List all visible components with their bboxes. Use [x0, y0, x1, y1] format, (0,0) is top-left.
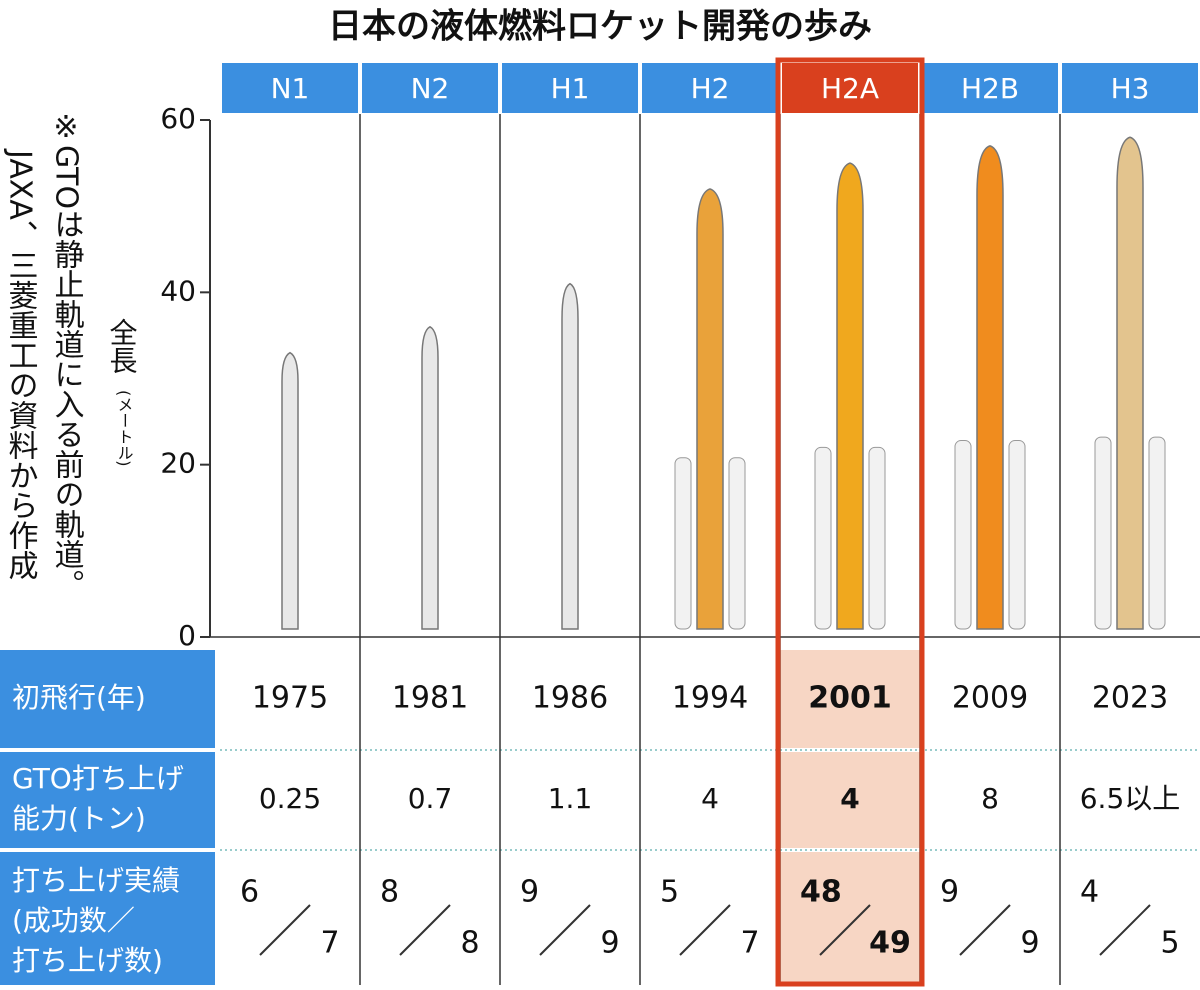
- y-tick-label: 20: [160, 447, 196, 480]
- header-cell: [642, 63, 778, 113]
- title: 日本の液体燃料ロケット開発の歩み: [328, 7, 872, 47]
- row-label: 能力(トン): [12, 802, 146, 835]
- gto-capacity: 8: [981, 782, 999, 815]
- header-label: H2A: [821, 72, 879, 105]
- y-tick-label: 0: [178, 619, 196, 652]
- launch-success: 6: [240, 875, 259, 910]
- first-flight: 2001: [808, 681, 892, 716]
- slash: [959, 904, 1011, 956]
- gto-capacity: 4: [701, 782, 719, 815]
- booster: [1094, 436, 1112, 630]
- row-label: GTO打ち上げ: [12, 762, 184, 795]
- header-cell: [502, 63, 638, 113]
- highlight-cell: [780, 752, 920, 848]
- note: ※GTOは静止軌道に入る前の軌道。: [49, 110, 84, 599]
- launch-success: 9: [940, 875, 959, 910]
- header-cell: [922, 63, 1058, 113]
- y-tick-label: 40: [160, 274, 196, 307]
- highlight-cell: [780, 650, 920, 748]
- slash: [679, 904, 731, 956]
- launch-success: 5: [660, 875, 679, 910]
- slash: [819, 904, 871, 956]
- launch-success: 48: [800, 875, 842, 910]
- gto-capacity: 4: [840, 782, 859, 815]
- launch-total: 9: [1020, 926, 1039, 961]
- y-tick-label: 60: [160, 102, 196, 135]
- launch-total: 7: [740, 926, 759, 961]
- first-flight: 1975: [252, 681, 328, 716]
- header-cell: [782, 63, 918, 113]
- rocket: [421, 325, 439, 630]
- header-label: H3: [1111, 72, 1150, 105]
- booster: [1008, 440, 1026, 630]
- booster: [868, 446, 886, 630]
- booster: [954, 440, 972, 630]
- header-label: H2B: [961, 72, 1019, 105]
- first-flight: 2023: [1092, 681, 1168, 716]
- launch-total: 7: [320, 926, 339, 961]
- y-label: 全長: [106, 318, 139, 374]
- header-label: H1: [551, 72, 590, 105]
- highlight-frame: [775, 57, 925, 987]
- row-label: (成功数／: [12, 904, 135, 937]
- launch-total: 5: [1160, 926, 1179, 961]
- rocket: [696, 188, 724, 630]
- launch-total: 9: [600, 926, 619, 961]
- slash: [399, 904, 451, 956]
- header-label: N1: [271, 72, 310, 105]
- row-header-bg: [0, 650, 215, 748]
- rocket: [281, 351, 299, 630]
- rocket: [1116, 136, 1144, 630]
- row-header-bg: [0, 752, 215, 848]
- slash: [259, 904, 311, 956]
- gto-capacity: 6.5以上: [1080, 782, 1181, 815]
- slash: [539, 904, 591, 956]
- gto-capacity: 0.25: [259, 782, 321, 815]
- first-flight: 2009: [952, 681, 1028, 716]
- launch-success: 4: [1080, 875, 1099, 910]
- gto-capacity: 1.1: [548, 782, 593, 815]
- slash: [1099, 904, 1151, 956]
- rocket: [836, 162, 864, 630]
- header-cell: [1062, 63, 1198, 113]
- row-label: 初飛行(年): [12, 681, 146, 714]
- header-cell: [362, 63, 498, 113]
- first-flight: 1981: [392, 681, 468, 716]
- rocket: [976, 145, 1004, 630]
- first-flight: 1994: [672, 681, 748, 716]
- header-label: N2: [411, 72, 450, 105]
- highlight-cell: [780, 852, 920, 985]
- source: JAXA、三菱重工の資料から作成: [3, 148, 39, 580]
- launch-success: 8: [380, 875, 399, 910]
- header-cell: [222, 63, 358, 113]
- booster: [674, 457, 692, 630]
- row-label: 打ち上げ数): [12, 944, 163, 977]
- header-label: H2: [691, 72, 730, 105]
- launch-total: 8: [460, 926, 479, 961]
- launch-success: 9: [520, 875, 539, 910]
- booster: [1148, 436, 1166, 630]
- first-flight: 1986: [532, 681, 608, 716]
- row-label: 打ち上げ実績: [12, 864, 180, 897]
- launch-total: 49: [869, 926, 911, 961]
- booster: [728, 457, 746, 630]
- rocket: [561, 282, 579, 630]
- gto-capacity: 0.7: [408, 782, 453, 815]
- y-unit: (メートル): [115, 390, 134, 466]
- booster: [814, 446, 832, 630]
- row-header-bg: [0, 852, 215, 985]
